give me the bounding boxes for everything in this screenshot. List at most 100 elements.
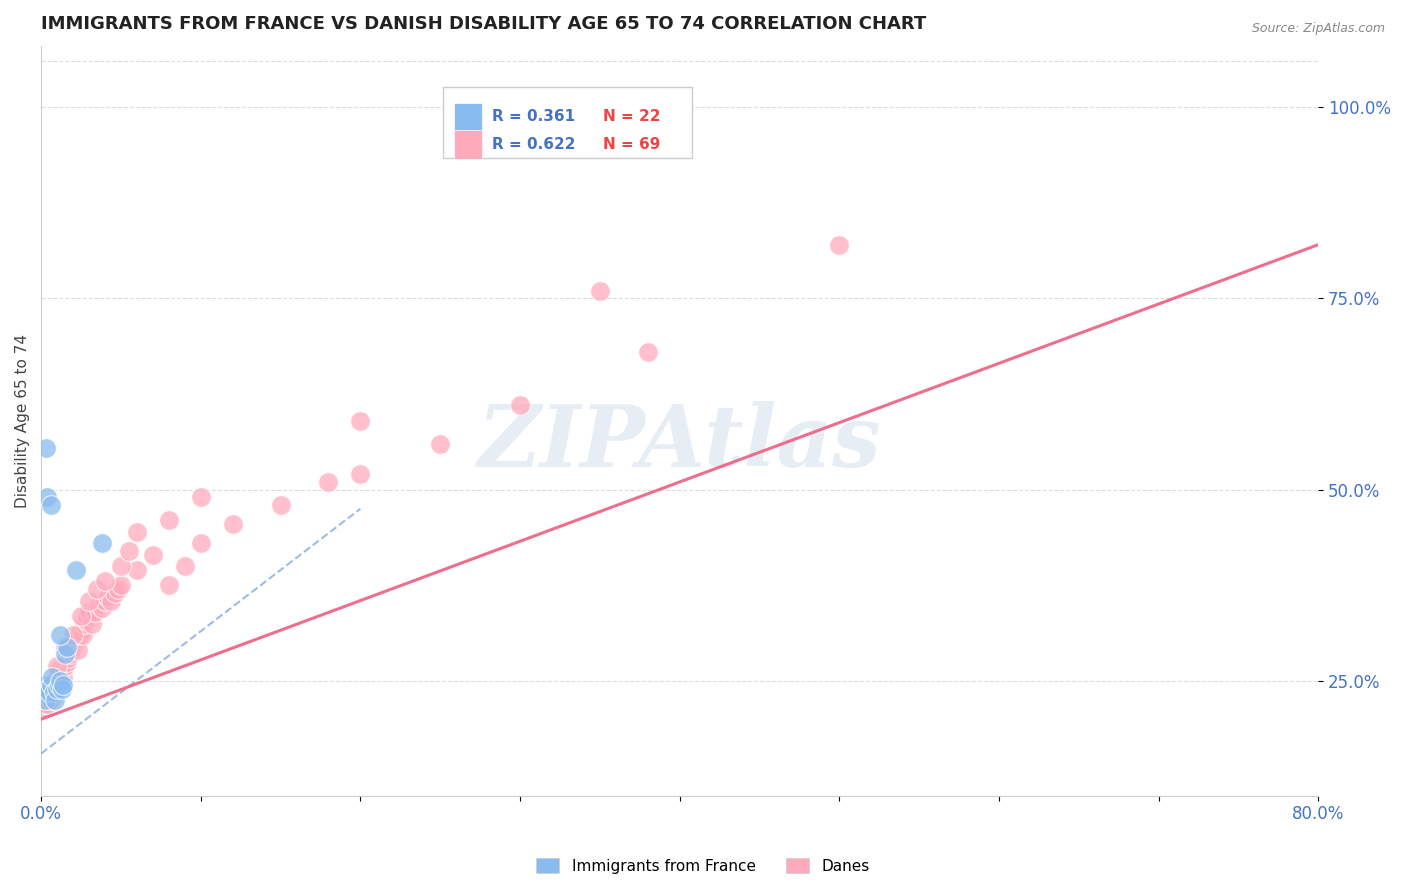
- Point: [97, 590, 120, 604]
- Y-axis label: Disability Age 65 to 74: Disability Age 65 to 74: [15, 334, 30, 508]
- Point: [125, 524, 148, 539]
- Text: IMMIGRANTS FROM FRANCE VS DANISH DISABILITY AGE 65 TO 74 CORRELATION CHART: IMMIGRANTS FROM FRANCE VS DANISH DISABIL…: [41, 15, 927, 33]
- Point: [221, 516, 243, 531]
- Point: [63, 635, 86, 649]
- Point: [429, 436, 451, 450]
- Point: [55, 640, 77, 654]
- Point: [90, 601, 112, 615]
- FancyBboxPatch shape: [454, 103, 482, 131]
- Point: [49, 663, 72, 677]
- Point: [107, 582, 129, 596]
- Point: [349, 467, 371, 482]
- Point: [41, 678, 63, 692]
- Point: [110, 578, 132, 592]
- Point: [38, 690, 60, 704]
- Point: [42, 685, 65, 699]
- Point: [509, 398, 531, 412]
- Point: [75, 613, 97, 627]
- Legend: Immigrants from France, Danes: Immigrants from France, Danes: [530, 852, 876, 880]
- Point: [118, 544, 141, 558]
- Point: [44, 673, 66, 688]
- Point: [34, 697, 56, 711]
- Point: [65, 563, 87, 577]
- Point: [44, 693, 66, 707]
- Point: [42, 681, 65, 696]
- Point: [157, 513, 180, 527]
- Point: [67, 628, 90, 642]
- Point: [35, 693, 58, 707]
- Point: [100, 593, 122, 607]
- Point: [52, 678, 75, 692]
- Point: [35, 441, 58, 455]
- Point: [58, 651, 80, 665]
- Point: [59, 647, 82, 661]
- Point: [34, 685, 56, 699]
- Point: [190, 490, 212, 504]
- Point: [38, 685, 60, 699]
- Point: [60, 643, 83, 657]
- Point: [94, 593, 117, 607]
- Point: [72, 628, 94, 642]
- Point: [31, 678, 53, 692]
- Point: [828, 237, 851, 252]
- Point: [65, 632, 87, 646]
- Point: [103, 586, 125, 600]
- Point: [42, 681, 65, 696]
- Point: [51, 681, 73, 696]
- Text: N = 69: N = 69: [603, 137, 661, 153]
- Text: Source: ZipAtlas.com: Source: ZipAtlas.com: [1251, 22, 1385, 36]
- Point: [41, 670, 63, 684]
- Point: [49, 673, 72, 688]
- Point: [70, 624, 93, 639]
- Point: [73, 616, 96, 631]
- Point: [62, 640, 84, 654]
- Point: [86, 582, 108, 596]
- Point: [52, 670, 75, 684]
- Point: [90, 536, 112, 550]
- Text: R = 0.361: R = 0.361: [492, 110, 575, 124]
- Point: [46, 658, 69, 673]
- Point: [53, 647, 76, 661]
- FancyBboxPatch shape: [443, 87, 693, 158]
- Point: [82, 616, 104, 631]
- Point: [37, 681, 59, 696]
- Text: N = 22: N = 22: [603, 110, 661, 124]
- Point: [35, 693, 58, 707]
- Point: [77, 605, 100, 619]
- Point: [66, 643, 89, 657]
- Point: [46, 681, 69, 696]
- Point: [49, 628, 72, 642]
- Point: [51, 673, 73, 688]
- Text: R = 0.622: R = 0.622: [492, 137, 575, 153]
- Point: [349, 414, 371, 428]
- Point: [318, 475, 340, 489]
- Text: ZIPAtlas: ZIPAtlas: [478, 401, 882, 485]
- Point: [48, 678, 70, 692]
- Point: [62, 628, 84, 642]
- Point: [37, 490, 59, 504]
- Point: [94, 574, 117, 589]
- Point: [46, 670, 69, 684]
- Point: [76, 608, 98, 623]
- Point: [39, 693, 62, 707]
- Point: [142, 548, 165, 562]
- Point: [38, 685, 60, 699]
- Point: [53, 658, 76, 673]
- Point: [125, 563, 148, 577]
- Point: [70, 608, 93, 623]
- Point: [37, 697, 59, 711]
- Point: [84, 605, 107, 619]
- Point: [48, 666, 70, 681]
- FancyBboxPatch shape: [454, 130, 482, 159]
- Point: [39, 678, 62, 692]
- Point: [110, 559, 132, 574]
- Point: [157, 578, 180, 592]
- Point: [39, 498, 62, 512]
- Point: [589, 284, 612, 298]
- Point: [637, 344, 659, 359]
- Point: [270, 498, 292, 512]
- Point: [77, 593, 100, 607]
- Point: [55, 655, 77, 669]
- Point: [87, 598, 110, 612]
- Point: [190, 536, 212, 550]
